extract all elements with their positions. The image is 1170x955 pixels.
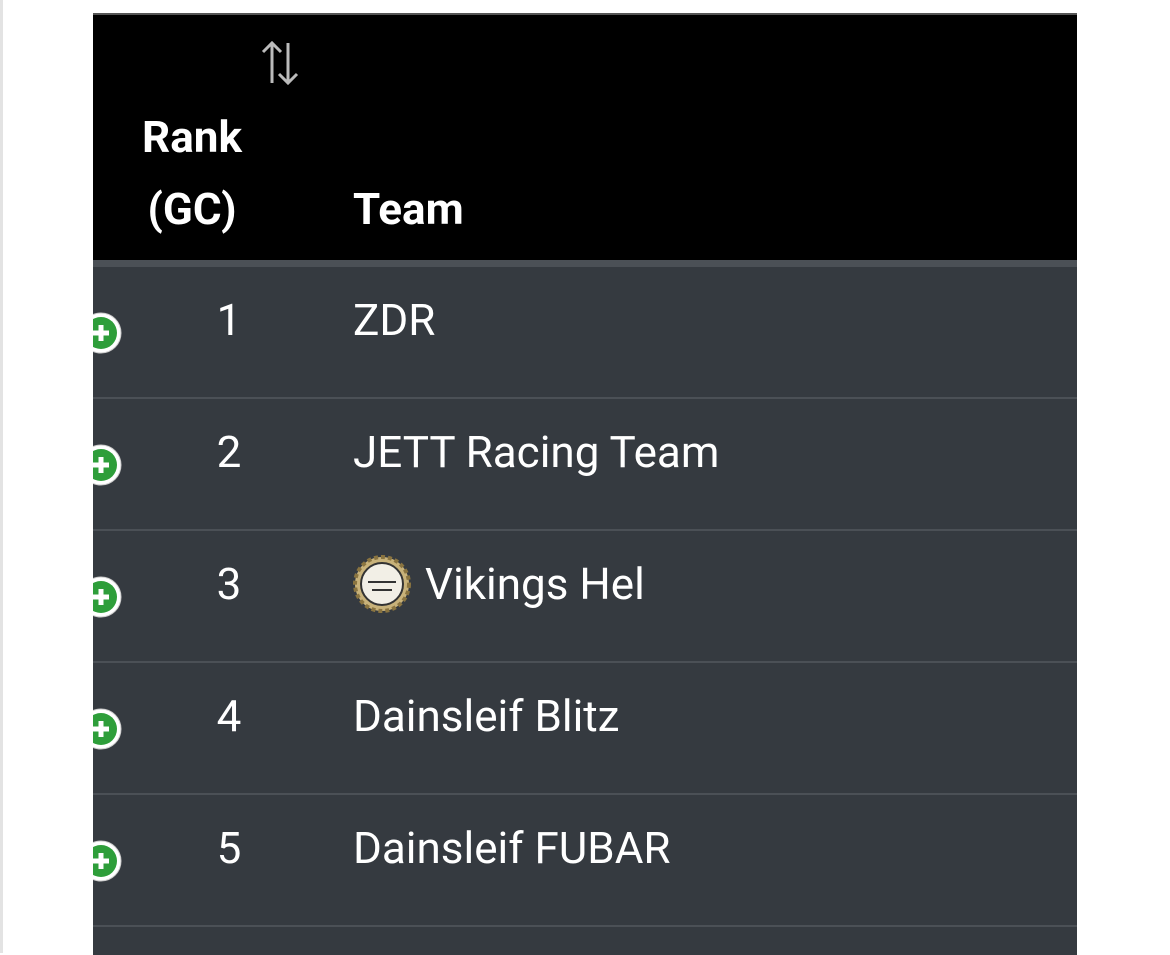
expand-button[interactable]	[93, 443, 123, 491]
expand-icon[interactable]	[93, 443, 123, 487]
expand-button[interactable]	[93, 839, 123, 887]
expand-button[interactable]	[93, 575, 123, 623]
table-header: Rank (GC) Team	[93, 15, 1077, 260]
team-cell: Vikings Hel	[353, 549, 645, 619]
expand-button[interactable]	[93, 707, 123, 755]
header-divider	[93, 260, 1077, 267]
expand-icon[interactable]	[93, 311, 123, 355]
team-cell: JETT Racing Team	[353, 417, 719, 487]
team-header[interactable]: Team	[353, 183, 464, 235]
rank-header[interactable]: Rank (GC)	[142, 111, 242, 235]
rank-cell: 1	[216, 294, 242, 346]
team-name[interactable]: JETT Racing Team	[353, 426, 720, 478]
standings-table: Rank (GC) Team 1 ZDR 2 JETT Racing Team 3 Vik…	[93, 13, 1077, 955]
team-name[interactable]: ZDR	[353, 294, 436, 346]
team-name[interactable]: Dainsleif Blitz	[353, 690, 620, 742]
expand-icon[interactable]	[93, 839, 123, 883]
team-name[interactable]: Dainsleif FUBAR	[353, 822, 671, 874]
team-cell: Dainsleif FUBAR	[353, 813, 671, 883]
expand-button[interactable]	[93, 311, 123, 359]
rank-cell: 5	[216, 822, 242, 874]
table-row[interactable]: 4 Dainsleif Blitz	[93, 663, 1077, 795]
expand-icon[interactable]	[93, 575, 123, 619]
team-name[interactable]: Vikings Hel	[425, 558, 645, 610]
team-cell: ZDR	[353, 285, 435, 355]
rank-cell: 4	[216, 690, 242, 742]
rank-cell: 3	[216, 558, 242, 610]
table-row[interactable]: 3 Vikings Hel	[93, 531, 1077, 663]
table-row[interactable]: 2 JETT Racing Team	[93, 399, 1077, 531]
expand-icon[interactable]	[93, 707, 123, 751]
team-cell: Dainsleif Blitz	[353, 681, 620, 751]
rank-cell: 2	[216, 426, 242, 478]
table-row[interactable]: 1 ZDR	[93, 267, 1077, 399]
table-row[interactable]: 5 Dainsleif FUBAR	[93, 795, 1077, 927]
sort-icon[interactable]	[258, 37, 302, 87]
wtrl-logo	[353, 555, 411, 613]
